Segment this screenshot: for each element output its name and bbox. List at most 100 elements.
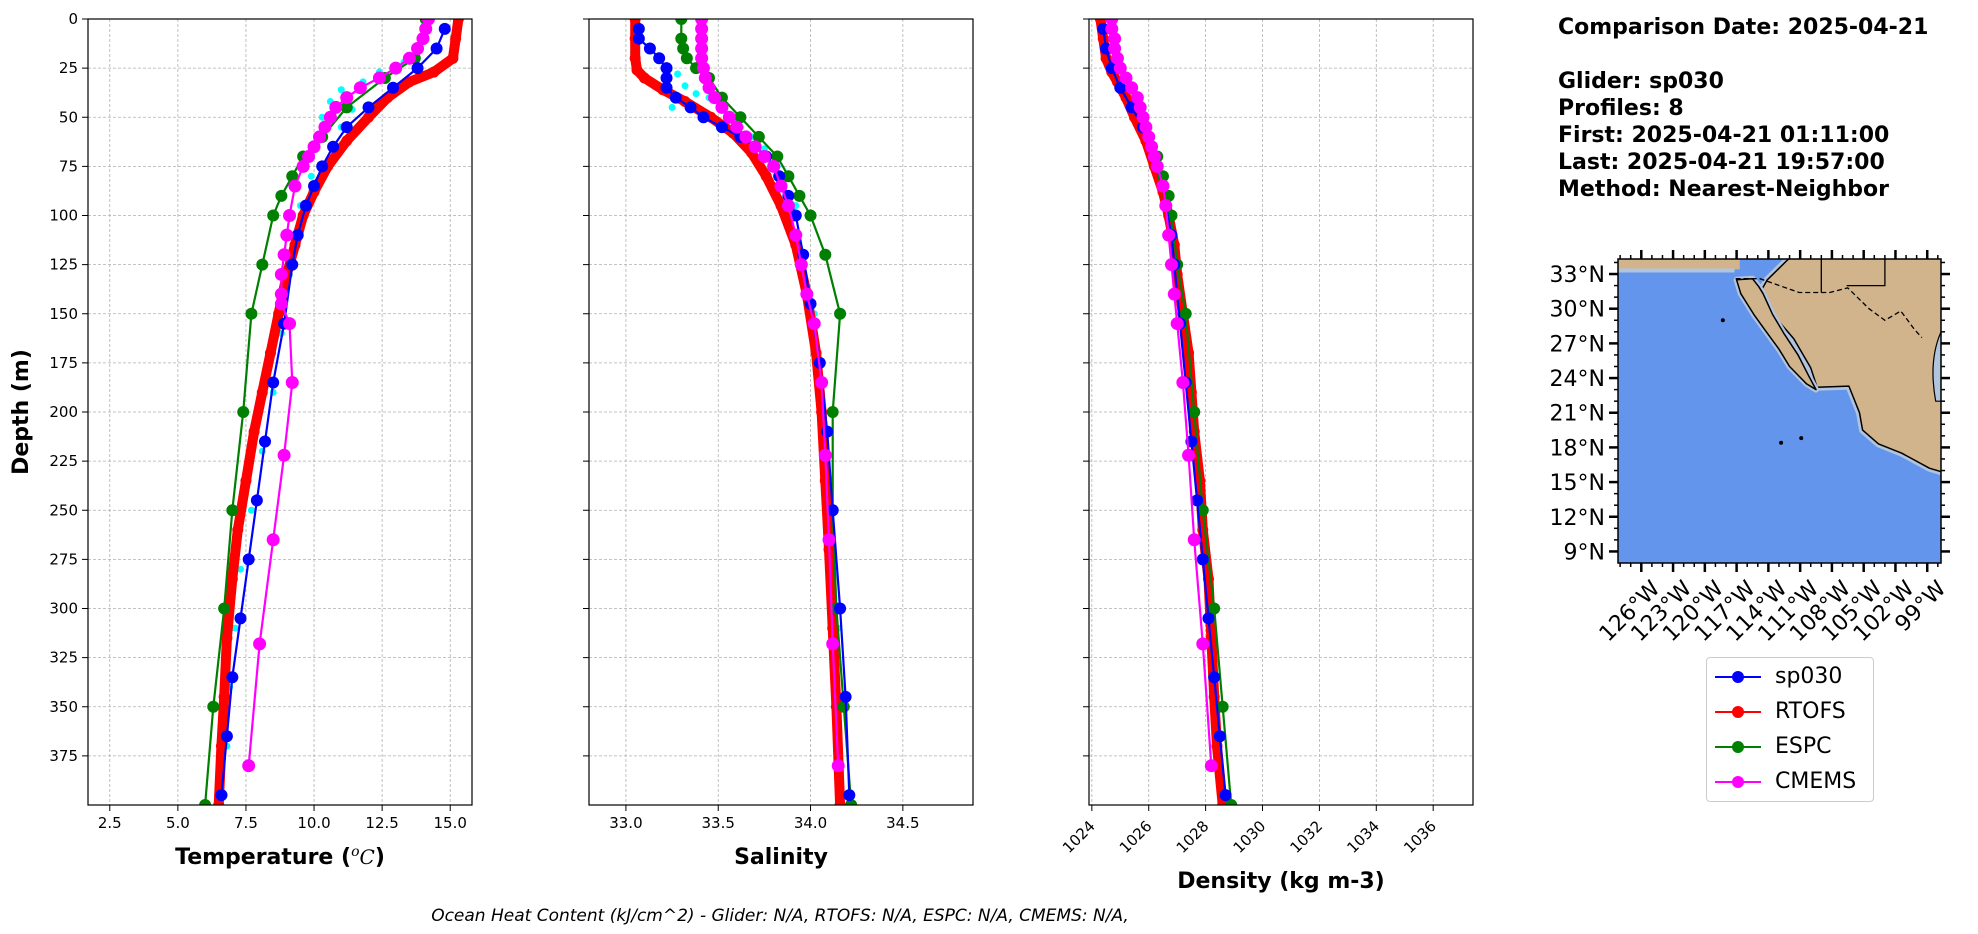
y-tick-label: 75 [59,157,78,175]
series-point-cmems [1133,100,1147,114]
x-tick-label: 1026 [1116,817,1156,857]
series-point-espc [782,170,795,183]
series-point-espc [677,42,690,55]
legend-label: RTOFS [1775,699,1846,724]
series-point-cmems [1130,91,1144,105]
series-point-cmems [307,140,321,154]
series-point-cmems [695,41,709,55]
series-point-rtofs [363,111,375,123]
raw-glider-point [674,70,682,78]
series-point-cmems [416,32,430,46]
series-point-cmems [789,228,803,242]
series-point-rtofs [240,475,252,487]
series-point-cmems [708,91,722,105]
legend-item-sp030: sp030 [1707,662,1873,692]
series-point-espc [771,150,784,163]
legend-label: ESPC [1775,734,1832,759]
x-tick-label: 5.0 [166,814,190,832]
series-point-cmems [696,61,710,75]
series-point-cmems [695,51,709,65]
series-point-rtofs [218,691,230,703]
state-border [1846,259,1886,287]
legend-swatch-dot [1732,706,1744,718]
series-point-cmems [1136,110,1150,124]
y-tick-label: 150 [49,305,78,323]
x-tick-label: 33.0 [609,814,642,832]
y-tick-label: 275 [49,550,78,568]
series-point-cmems [1119,71,1133,85]
series-point-cmems [1108,41,1122,55]
x-axis-label: Temperature (oC) [175,844,385,870]
series-point-sp030 [1213,730,1226,743]
series-point-cmems [1113,61,1127,75]
x-tick-label: 1028 [1173,817,1213,857]
series-point-cmems [242,759,256,773]
map-content [1618,259,1941,476]
land-baja [1735,277,1817,391]
comparison-date: Comparison Date: 2025-04-21 [1558,15,1929,40]
series-point-cmems [739,130,753,144]
series-point-cmems [1110,51,1124,65]
series-point-sp030 [660,81,673,94]
x-axis-label: Salinity [734,845,828,870]
series-point-espc [793,189,806,202]
island [1720,318,1725,323]
series-point-sp030 [286,258,299,271]
series-point-rtofs [452,19,464,25]
series-point-cmems [277,448,291,462]
map-lat-label: 9°N [1564,540,1605,565]
raw-glider-point [337,86,345,94]
series-point-sp030 [643,42,656,55]
series-point-rtofs [264,347,276,359]
series-point-cmems [402,51,416,65]
raw-glider-point [231,624,239,632]
series-point-cmems [277,248,291,262]
map-lat-label: 27°N [1550,332,1605,357]
series-point-espc [267,209,280,222]
x-tick-label: 10.0 [297,814,330,832]
series-point-cmems [353,81,367,95]
y-tick-label: 325 [49,649,78,667]
series-point-cmems [767,159,781,173]
x-tick-label: 1032 [1286,817,1326,857]
raw-glider-point [247,506,255,514]
legend-swatch-dot [1732,741,1744,753]
x-axis-label-unit-sup: o [351,844,359,860]
series-point-cmems [419,22,433,36]
series-point-sp030 [1202,612,1215,625]
series-point-sp030 [250,494,263,507]
series-point-cmems [1105,22,1119,36]
series-point-sp030 [1196,553,1209,566]
series-point-espc [1208,602,1221,615]
axes-frame [87,18,473,806]
series-point-cmems [283,317,297,331]
x-tick-label: 33.5 [702,814,735,832]
y-axis-label: Depth (m) [9,349,34,475]
method: Method: Nearest-Neighbor [1558,177,1889,202]
y-tick-label: 375 [49,747,78,765]
series-point-cmems [1162,228,1176,242]
series-point-cmems [274,287,288,301]
series-point-cmems [826,637,840,651]
series-point-sp030 [226,671,239,684]
series-point-cmems [815,376,829,390]
series-point-sp030 [267,376,280,389]
series-point-rtofs [1208,691,1220,703]
series-point-cmems [1187,533,1201,547]
y-tick-label: 0 [68,10,78,28]
series-point-sp030 [1191,494,1204,507]
series-point-sp030 [839,690,852,703]
series-point-cmems [818,448,832,462]
series-point-espc [237,406,250,418]
series-point-cmems [831,759,845,773]
series-point-cmems [280,228,294,242]
series-point-sp030 [1114,81,1127,94]
series-point-cmems [794,258,808,272]
y-tick-label: 225 [49,452,78,470]
series-point-rtofs [382,92,394,104]
map-lat-label: 21°N [1550,402,1605,427]
raw-glider-point [668,103,676,111]
series-point-sp030 [826,504,839,517]
series-point-espc [1188,406,1201,418]
series-point-rtofs [638,72,650,84]
